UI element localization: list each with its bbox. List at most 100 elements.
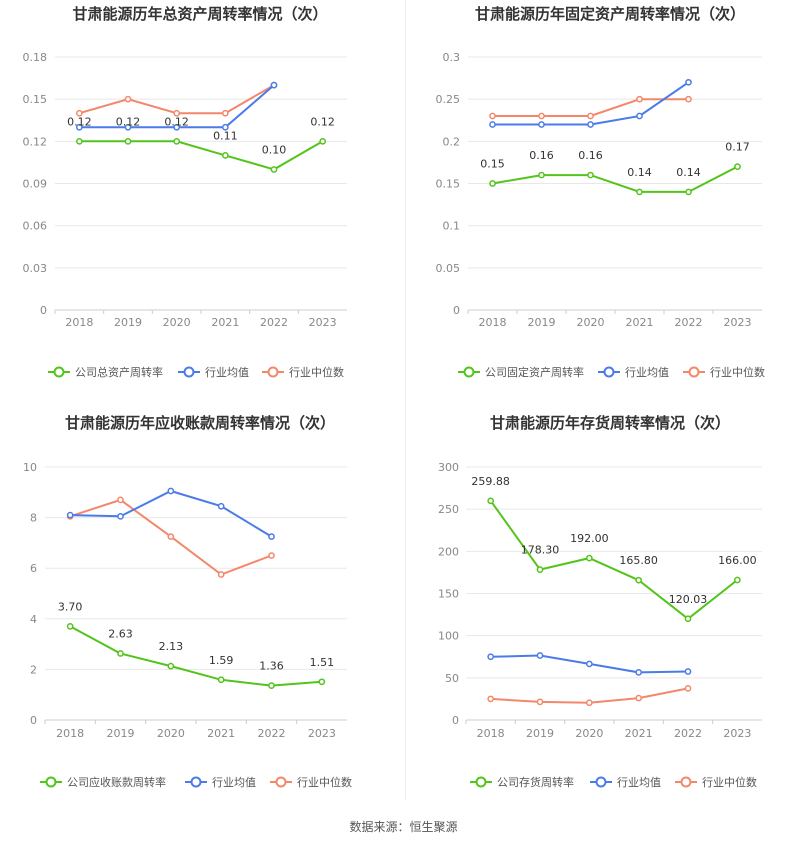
data-point [635, 576, 643, 584]
data-label: 2.13 [159, 640, 184, 653]
legend-swatch-marker[interactable] [190, 776, 202, 788]
data-source-footer: 数据来源：恒生聚源 [349, 820, 458, 834]
x-tick-label: 2022 [675, 316, 703, 329]
y-tick-label: 10 [23, 461, 37, 474]
legend-swatch-marker[interactable] [275, 776, 287, 788]
chart-3-title: 甘肃能源历年应收账款周转率情况（次） [65, 414, 335, 432]
x-tick-label: 2018 [56, 727, 84, 740]
data-point [268, 533, 275, 540]
data-point [487, 653, 495, 661]
legend-swatch-marker[interactable] [53, 366, 65, 378]
data-point [585, 554, 593, 562]
data-point [173, 123, 181, 131]
data-label: 0.12 [310, 115, 335, 128]
data-point [173, 137, 181, 145]
x-tick-label: 2023 [724, 316, 752, 329]
legend-swatch-marker[interactable] [680, 776, 692, 788]
vertical-divider [405, 0, 406, 800]
data-point [117, 650, 124, 657]
legend-swatch-marker[interactable] [463, 366, 475, 378]
data-point [66, 511, 74, 519]
data-point [685, 95, 692, 103]
legend-label: 公司固定资产周转率 [485, 365, 584, 379]
data-point [124, 95, 132, 103]
data-point [75, 137, 83, 145]
legend-label: 行业均值 [617, 776, 661, 789]
data-point [587, 112, 594, 120]
legend-label: 行业均值 [212, 776, 256, 789]
legend-swatch-marker[interactable] [45, 776, 57, 788]
data-point [221, 152, 229, 159]
data-point [685, 188, 692, 196]
data-label: 0.14 [627, 166, 652, 179]
x-tick-label: 2018 [479, 316, 507, 329]
legend-label: 公司应收账款周转率 [67, 775, 166, 789]
legend-swatch-marker[interactable] [267, 366, 279, 378]
legend-label: 公司存货周转率 [497, 775, 574, 789]
x-tick-label: 2023 [723, 727, 751, 740]
y-tick-label: 0.2 [443, 135, 461, 148]
y-tick-label: 0.06 [23, 220, 48, 233]
chart-4-title: 甘肃能源历年存货周转率情况（次） [490, 414, 730, 432]
data-point [319, 137, 327, 145]
series-line-company [69, 625, 322, 687]
data-point [221, 123, 229, 131]
data-point [167, 487, 175, 495]
data-point [733, 576, 741, 584]
data-point [117, 496, 124, 504]
y-tick-label: 0.09 [23, 178, 48, 191]
data-label: 0.17 [725, 141, 750, 154]
y-tick-label: 0 [40, 304, 47, 317]
data-point [217, 571, 225, 578]
data-point [268, 552, 275, 559]
data-point [536, 566, 544, 573]
y-tick-label: 300 [438, 461, 459, 474]
x-tick-label: 2020 [575, 727, 603, 740]
x-tick-label: 2019 [107, 727, 135, 740]
data-point [318, 678, 326, 686]
y-tick-label: 150 [438, 588, 459, 601]
data-label: 0.12 [116, 115, 141, 128]
data-point [489, 121, 496, 128]
legend-label: 行业均值 [205, 366, 249, 379]
x-tick-label: 2021 [211, 316, 239, 329]
chart-2-title: 甘肃能源历年固定资产周转率情况（次） [475, 5, 745, 23]
y-tick-label: 50 [445, 672, 459, 685]
data-label: 0.11 [213, 129, 238, 142]
y-tick-label: 6 [30, 562, 37, 575]
legend-swatch-marker[interactable] [595, 776, 607, 788]
x-tick-label: 2021 [207, 727, 235, 740]
x-tick-label: 2022 [674, 727, 702, 740]
series-line-company [489, 500, 738, 621]
legend-swatch-marker[interactable] [688, 366, 700, 378]
data-point [217, 502, 225, 510]
x-tick-label: 2019 [114, 316, 142, 329]
legend-label: 公司总资产周转率 [75, 365, 163, 379]
data-point [167, 662, 175, 670]
data-point [635, 694, 643, 702]
y-tick-label: 200 [438, 545, 459, 558]
data-point [636, 95, 643, 103]
x-tick-label: 2021 [626, 316, 654, 329]
x-tick-label: 2020 [163, 316, 191, 329]
legend-swatch-marker[interactable] [603, 366, 615, 378]
y-tick-label: 0.25 [436, 93, 461, 106]
data-point [75, 123, 83, 131]
data-point [684, 615, 692, 623]
data-label: 1.59 [209, 654, 234, 667]
data-point [221, 109, 229, 117]
x-tick-label: 2019 [526, 727, 554, 740]
data-label: 3.70 [58, 600, 83, 613]
data-label: 0.12 [67, 115, 92, 128]
legend-swatch-marker[interactable] [183, 366, 195, 378]
data-point [685, 78, 692, 86]
data-point [538, 121, 545, 128]
data-label: 165.80 [619, 554, 658, 567]
series-line-company [79, 140, 324, 171]
legend-swatch-marker[interactable] [475, 776, 487, 788]
chart-1-title: 甘肃能源历年总资产周转率情况（次） [72, 5, 327, 23]
y-tick-label: 0.03 [23, 262, 48, 275]
legend-label: 行业中位数 [702, 775, 757, 789]
data-label: 0.12 [164, 115, 189, 128]
y-tick-label: 2 [30, 663, 37, 676]
